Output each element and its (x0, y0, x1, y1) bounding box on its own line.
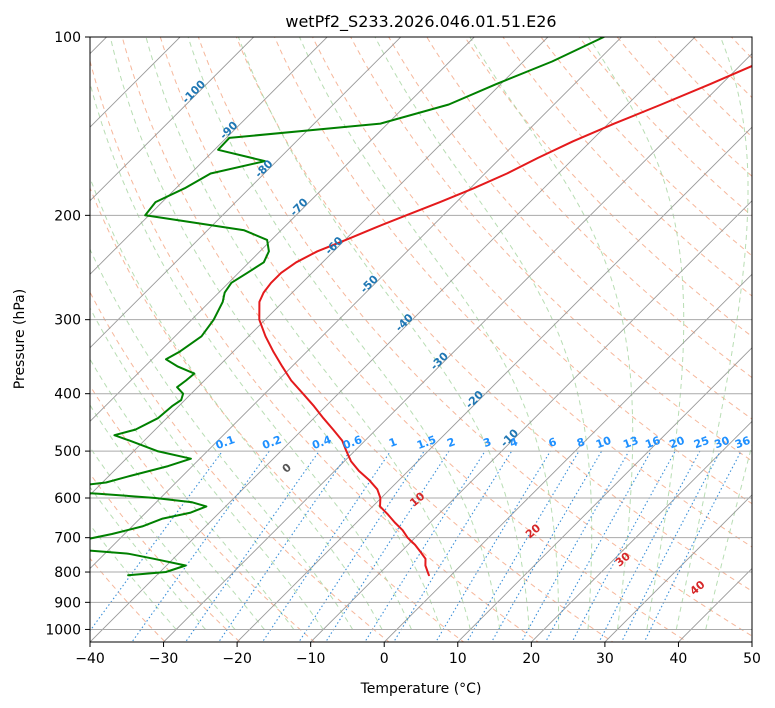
temperature-profile (258, 64, 752, 577)
mixing-ratio-label: 6 (547, 435, 559, 450)
profile-lines (90, 37, 752, 577)
dry-adiabat (540, 37, 752, 257)
y-tick-label: 900 (54, 595, 81, 611)
y-tick-label: 200 (54, 208, 81, 224)
x-tick-label: 30 (596, 651, 614, 667)
moist-adiabat (469, 37, 634, 630)
mixing-ratio-label: 10 (594, 434, 613, 452)
moist-adiabat (298, 37, 560, 630)
isotherm (90, 37, 475, 423)
y-axis: 100 200 300 400 500 600 700 800 900 1000 (45, 30, 90, 638)
dry-adiabat (197, 37, 752, 637)
mixing-ratio-label: 0.2 (261, 433, 284, 452)
x-tick-label: 0 (380, 651, 389, 667)
x-tick-label: −30 (149, 651, 179, 667)
dry-adiabat (159, 37, 689, 642)
dry-adiabat (388, 37, 752, 420)
isotherm (530, 420, 752, 642)
isotherm (162, 52, 752, 642)
isotherm (310, 200, 752, 642)
moist-adiabat (374, 37, 593, 630)
moist-adiabat (90, 486, 206, 630)
chart-title: wetPf2_S233.2026.046.01.51.E26 (285, 12, 556, 32)
y-tick-label: 800 (54, 565, 81, 581)
dry-adiabat (90, 384, 316, 642)
y-tick-label: 300 (54, 313, 81, 329)
dry-adiabat (578, 37, 752, 217)
dry-adiabat (121, 37, 614, 642)
mixing-ratio-label: 0.6 (341, 433, 364, 452)
moist-adiabat (90, 446, 236, 630)
mixing-ratio-label: 20 (668, 434, 687, 452)
y-tick-label: 500 (54, 444, 81, 460)
x-tick-label: 50 (743, 651, 761, 667)
isotherm (0, 10, 60, 654)
dry-adiabat (235, 37, 752, 592)
mixing-ratio-label: 8 (575, 435, 587, 450)
mixing-ratio-label: 25 (692, 434, 711, 451)
isotherm (90, 37, 328, 275)
mixing-ratio-label: 30 (713, 434, 732, 452)
moist-adiabat (90, 524, 177, 630)
mixing-ratio-label: 4 (508, 435, 520, 450)
isotherm (90, 37, 623, 570)
x-axis-label: Temperature (°C) (360, 681, 482, 697)
x-tick-label: 20 (522, 651, 540, 667)
mixing-ratio-label: 2 (445, 435, 457, 450)
moist-adiabat (187, 37, 501, 630)
moist-adiabat (90, 81, 412, 630)
moist-adiabat (587, 37, 685, 630)
y-axis-label: Pressure (hPa) (12, 289, 28, 389)
dry-adiabat (616, 37, 752, 177)
dewpoint-profile (90, 37, 605, 577)
mixing-ratio-label: 13 (621, 434, 640, 451)
isotherm (604, 494, 752, 642)
mixing-ratio-label: 3 (481, 435, 493, 450)
moist-adiabat (90, 248, 354, 630)
x-tick-label: −10 (296, 651, 326, 667)
isotherm (90, 37, 181, 128)
mixing-ratio-label: 36 (733, 434, 752, 452)
isotherm (90, 37, 696, 642)
moist-adiabat (90, 358, 295, 630)
x-tick-label: 10 (449, 651, 467, 667)
plot-frame (89, 36, 753, 643)
moist-adiabat (145, 37, 471, 630)
isotherm (90, 37, 549, 496)
isotherm (383, 273, 752, 642)
y-tick-label: 700 (54, 531, 81, 547)
dry-adiabat (90, 186, 465, 642)
x-tick-label: 40 (670, 651, 688, 667)
mixing-ratio-label: 1 (387, 435, 399, 450)
mixing-ratio-label: 1.5 (415, 433, 438, 452)
mixing-ratio-label: 0.4 (310, 433, 333, 452)
moist-adiabat (90, 176, 383, 630)
x-tick-label: −20 (222, 651, 252, 667)
plot-background (90, 37, 752, 642)
dry-adiabat (90, 291, 390, 642)
isotherm (457, 347, 752, 642)
mixing-ratio-label: 16 (643, 434, 662, 452)
isotherm (236, 126, 752, 642)
y-tick-label: 600 (54, 491, 81, 507)
x-tick-label: −40 (75, 651, 105, 667)
x-axis: −40 −30 −20 −10 0 10 20 30 40 50 (75, 642, 761, 667)
dry-adiabat (464, 37, 752, 338)
mixing-ratio-label: 0.1 (214, 433, 237, 452)
y-tick-label: 1000 (45, 622, 81, 638)
y-tick-label: 400 (54, 387, 81, 403)
isotherm (90, 37, 255, 202)
moist-adiabat (109, 37, 442, 630)
y-tick-label: 100 (54, 30, 81, 46)
isotherm (90, 37, 402, 349)
